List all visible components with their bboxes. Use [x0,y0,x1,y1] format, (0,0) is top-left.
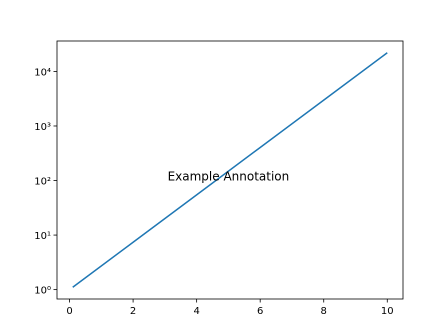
x-tick-label: 2 [130,306,136,317]
x-tick-label: 8 [321,306,327,317]
y-tick-label: 10⁴ [34,67,51,78]
x-tick-label: 10 [381,306,394,317]
y-tick-label: 10³ [34,122,51,133]
plot-frame [56,40,404,300]
x-tick-label: 4 [193,306,199,317]
y-tick-label: 10⁰ [34,286,51,297]
x-tick-label: 6 [257,306,263,317]
y-tick-label: 10¹ [34,231,51,242]
line [72,52,388,288]
x-tick-label: 0 [66,306,72,317]
y-tick-label: 10² [34,177,51,188]
annotation: Example Annotation [168,170,290,184]
